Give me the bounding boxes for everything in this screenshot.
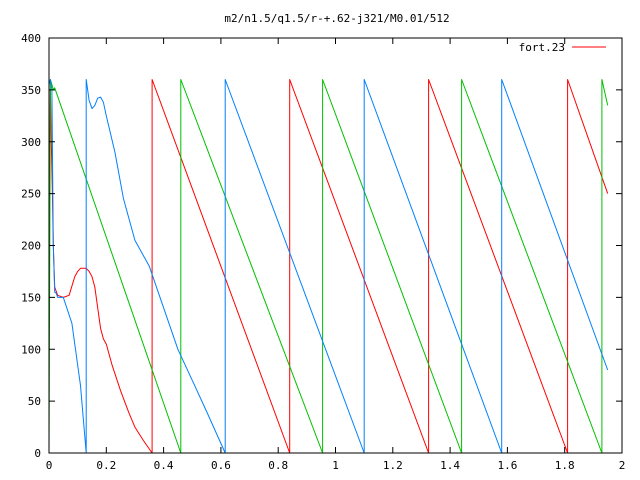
y-tick-label: 50 bbox=[28, 395, 41, 408]
x-tick-label: 0.4 bbox=[154, 459, 174, 472]
y-tick-label: 150 bbox=[21, 291, 41, 304]
legend: fort.23 bbox=[519, 41, 606, 54]
x-tick-label: 0.8 bbox=[268, 459, 288, 472]
series-line-2 bbox=[48, 79, 609, 454]
x-tick-label: 1.2 bbox=[383, 459, 403, 472]
chart-title: m2/n1.5/q1.5/r-+.62-j321/M0.01/512 bbox=[224, 12, 449, 25]
x-tick-label: 0.2 bbox=[96, 459, 116, 472]
x-tick-label: 0 bbox=[46, 459, 53, 472]
series-line-1 bbox=[48, 79, 609, 454]
x-tick-label: 0.6 bbox=[211, 459, 231, 472]
y-tick-label: 0 bbox=[34, 447, 41, 460]
y-tick-label: 250 bbox=[21, 188, 41, 201]
x-tick-label: 2 bbox=[619, 459, 626, 472]
series-line-3 bbox=[48, 79, 609, 454]
y-tick-label: 300 bbox=[21, 136, 41, 149]
y-tick-label: 200 bbox=[21, 240, 41, 253]
y-tick-label: 400 bbox=[21, 32, 41, 45]
y-tick-label: 100 bbox=[21, 343, 41, 356]
legend-label: fort.23 bbox=[519, 41, 565, 54]
series-layer bbox=[48, 79, 609, 454]
axes: 0 0.2 0.4 0.6 0.8 1 1.2 1.4 1.6 1.8 2 0 50 100 150 200 2… bbox=[21, 32, 625, 472]
x-tick-label: 1 bbox=[332, 459, 339, 472]
x-tick-label: 1.6 bbox=[497, 459, 517, 472]
y-tick-label: 350 bbox=[21, 84, 41, 97]
x-tick-label: 1.8 bbox=[555, 459, 575, 472]
plot-frame bbox=[48, 37, 623, 454]
x-tick-label: 1.4 bbox=[440, 459, 460, 472]
